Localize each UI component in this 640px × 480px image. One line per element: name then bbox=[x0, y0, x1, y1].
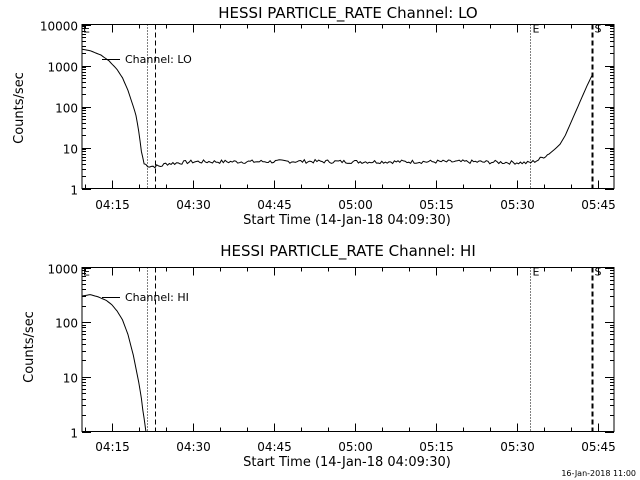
x-ticks-lo: 04:15 04:30 04:45 05:00 05:15 05:30 05:45 bbox=[85, 24, 616, 212]
y-tick-label: 1 bbox=[70, 184, 78, 198]
x-tick-label: 05:45 bbox=[581, 198, 616, 212]
data-line-hi bbox=[81, 294, 147, 432]
legend-entry-hi: Channel: HI bbox=[125, 291, 189, 304]
x-tick-label: 05:30 bbox=[500, 440, 535, 454]
event-marker-label: E bbox=[83, 266, 90, 279]
x-ticks-hi: 04:15 04:30 04:45 05:00 05:15 05:30 05:45 bbox=[85, 267, 616, 454]
x-tick-label: 04:45 bbox=[257, 198, 292, 212]
event-marker-label: S bbox=[595, 23, 602, 36]
y-tick-label: 100 bbox=[55, 102, 78, 116]
chart-title-hi: HESSI PARTICLE_RATE Channel: HI bbox=[220, 242, 476, 261]
x-tick-label: 05:00 bbox=[338, 440, 373, 454]
x-axis-label-hi: Start Time (14-Jan-18 04:09:30) bbox=[243, 455, 451, 470]
y-tick-label: 1000 bbox=[47, 61, 78, 75]
chart-title-lo: HESSI PARTICLE_RATE Channel: LO bbox=[218, 4, 477, 23]
chart-panel-lo: HESSI PARTICLE_RATE Channel: LO Counts/s… bbox=[12, 4, 616, 228]
y-tick-label: 10 bbox=[63, 143, 78, 157]
x-tick-label: 05:15 bbox=[419, 440, 454, 454]
y-tick-label: 1 bbox=[70, 427, 78, 441]
x-tick-label: 04:30 bbox=[176, 440, 211, 454]
y-tick-label: 10 bbox=[63, 372, 78, 386]
y-ticks-hi: 1 10 100 1000 bbox=[47, 263, 614, 441]
y-tick-label: 10000 bbox=[40, 20, 78, 34]
x-tick-label: 05:30 bbox=[500, 198, 535, 212]
y-ticks-lo: 1 10 100 1000 10000 bbox=[40, 20, 614, 198]
timestamp: 16-Jan-2018 11:00 bbox=[561, 469, 636, 478]
x-axis-label-lo: Start Time (14-Jan-18 04:09:30) bbox=[243, 213, 451, 228]
event-marker-label: S bbox=[595, 266, 602, 279]
x-tick-label: 05:45 bbox=[581, 440, 616, 454]
event-marker-label: E bbox=[83, 23, 90, 36]
event-marker-label: E bbox=[533, 266, 540, 279]
event-marker-label: E bbox=[533, 23, 540, 36]
x-tick-label: 04:30 bbox=[176, 198, 211, 212]
plot-frame-lo bbox=[81, 24, 615, 189]
x-tick-label: 05:00 bbox=[338, 198, 373, 212]
x-tick-label: 04:45 bbox=[257, 440, 292, 454]
y-tick-label: 1000 bbox=[47, 263, 78, 277]
plot-frame-hi bbox=[81, 267, 615, 432]
y-axis-label-lo: Counts/sec bbox=[12, 72, 27, 144]
x-tick-label: 05:15 bbox=[419, 198, 454, 212]
x-tick-label: 04:15 bbox=[95, 198, 130, 212]
chart-panel-hi: HESSI PARTICLE_RATE Channel: HI Counts/s… bbox=[22, 242, 616, 470]
data-line-lo bbox=[81, 48, 593, 169]
x-tick-label: 04:15 bbox=[95, 440, 130, 454]
y-axis-label-hi: Counts/sec bbox=[22, 311, 37, 383]
y-tick-label: 100 bbox=[55, 317, 78, 331]
legend-entry-lo: Channel: LO bbox=[125, 53, 192, 66]
